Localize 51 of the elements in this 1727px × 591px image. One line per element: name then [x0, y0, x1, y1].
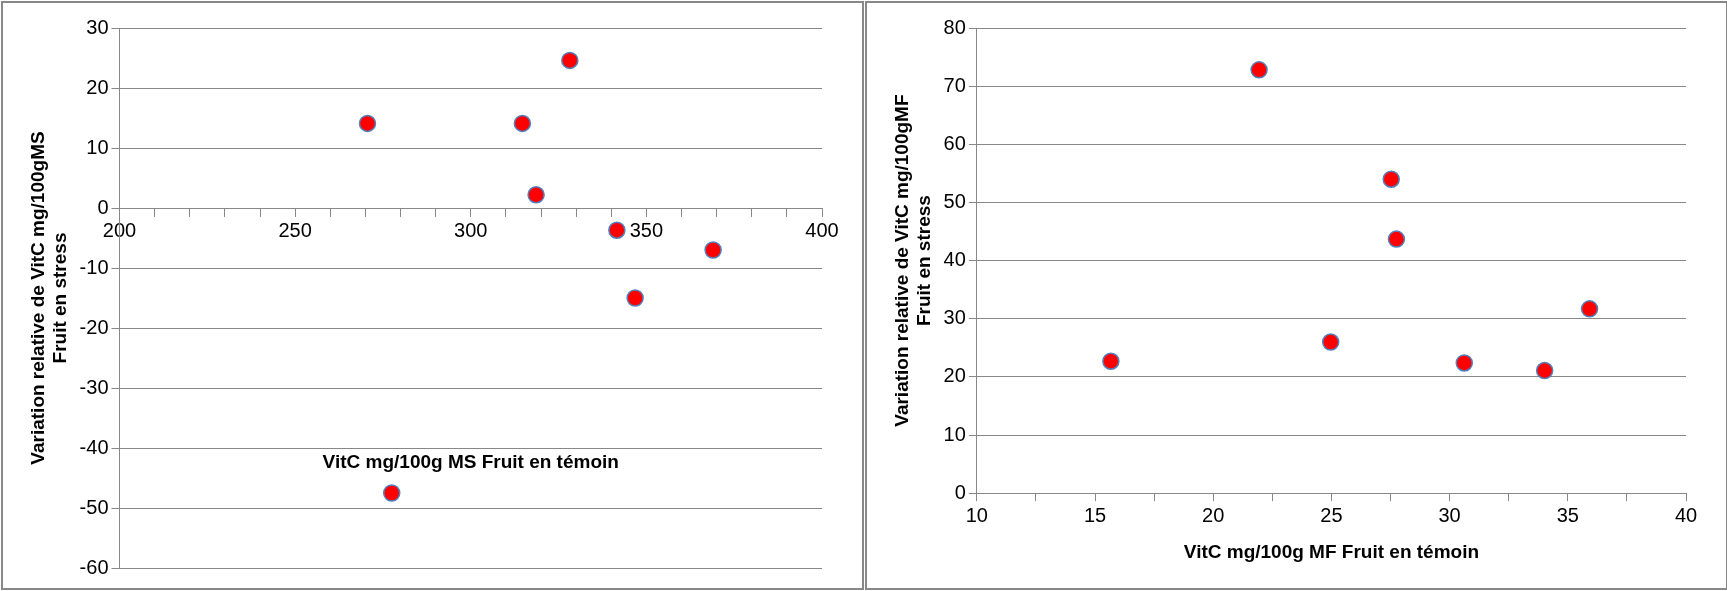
y-tick-label: 0 — [954, 480, 966, 503]
y-tick-label: -40 — [79, 435, 109, 458]
x-tick-label: 350 — [629, 218, 664, 241]
y-axis-title: Variation relative de VitC mg/100gMS Fruit en stress — [26, 131, 71, 465]
point — [561, 51, 579, 70]
point — [1250, 61, 1268, 79]
x-tick-label: 400 — [805, 218, 839, 241]
x-tick-label: 250 — [278, 218, 312, 241]
point — [608, 221, 626, 239]
x-axis-title: VitC mg/100g MF Fruit en témoin — [1183, 540, 1480, 562]
x-tick-label: 25 — [1320, 503, 1343, 526]
point — [704, 241, 722, 259]
point — [513, 114, 532, 133]
x-tick-label: 300 — [454, 218, 488, 241]
y-tick-label: -50 — [79, 495, 109, 518]
y-tick-label: -10 — [79, 255, 109, 278]
y-axis-title: Variation relative de VitC mg/100gMF Fruit en stress — [890, 94, 935, 427]
x-tick-label: 30 — [1438, 503, 1461, 526]
x-axis-title: VitC mg/100g MS Fruit en témoin — [322, 450, 619, 472]
y-tick-label: 10 — [943, 422, 966, 445]
y-tick-label: 0 — [97, 195, 109, 218]
point — [358, 114, 377, 133]
point — [1387, 230, 1406, 248]
y-tick-label: 80 — [943, 15, 966, 38]
point — [1102, 352, 1120, 370]
y-tick-label: 50 — [943, 189, 966, 212]
y-tick-label: 70 — [943, 73, 966, 96]
y-tick-label: -30 — [79, 375, 109, 398]
x-tick-label: 20 — [1202, 503, 1225, 526]
point — [626, 289, 644, 307]
y-tick-label: 60 — [943, 131, 966, 154]
y-tick-label: 10 — [86, 135, 109, 158]
x-tick-label: 40 — [1674, 503, 1698, 526]
point — [1321, 333, 1340, 351]
x-tick-label: 10 — [965, 503, 988, 526]
y-tick-label: 20 — [943, 364, 966, 387]
x-tick-label: 35 — [1556, 503, 1579, 526]
point — [1580, 300, 1599, 318]
point — [382, 484, 401, 502]
y-tick-label: 30 — [86, 15, 109, 38]
point — [527, 186, 545, 204]
point — [1455, 354, 1474, 372]
y-tick-label: 20 — [86, 75, 109, 98]
y-tick-label: -20 — [79, 315, 109, 338]
point — [1535, 361, 1554, 380]
x-tick-label: 200 — [102, 218, 137, 241]
y-tick-label: 40 — [943, 248, 966, 271]
y-tick-label: 30 — [943, 306, 966, 329]
point — [1382, 170, 1400, 188]
y-tick-label: -60 — [79, 555, 109, 578]
x-tick-label: 15 — [1083, 503, 1107, 526]
